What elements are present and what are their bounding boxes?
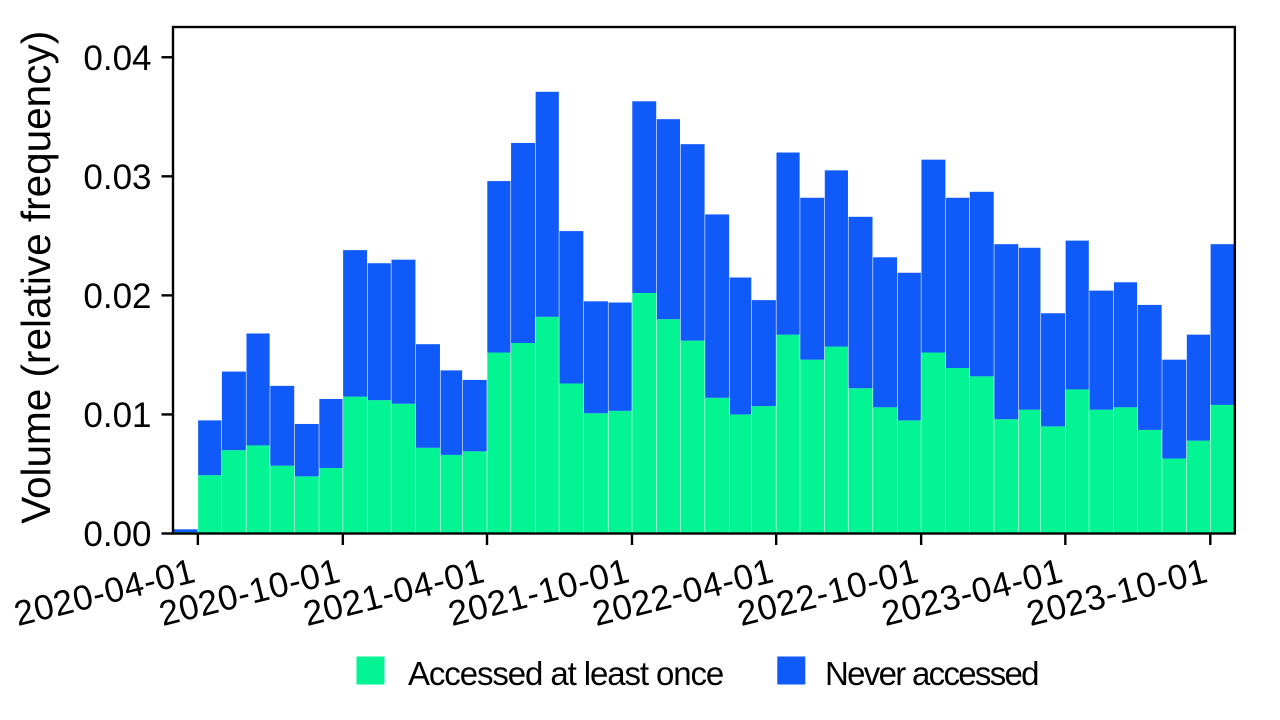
svg-text:0.02: 0.02 (83, 277, 151, 316)
svg-text:0.00: 0.00 (83, 515, 151, 554)
svg-text:0.01: 0.01 (83, 396, 151, 435)
svg-text:Never accessed: Never accessed (825, 655, 1038, 692)
svg-text:0.03: 0.03 (83, 158, 151, 197)
svg-text:Accessed at least once: Accessed at least once (408, 655, 723, 692)
svg-text:Volume (relative frequency): Volume (relative frequency) (13, 31, 59, 524)
svg-text:0.04: 0.04 (83, 39, 151, 78)
